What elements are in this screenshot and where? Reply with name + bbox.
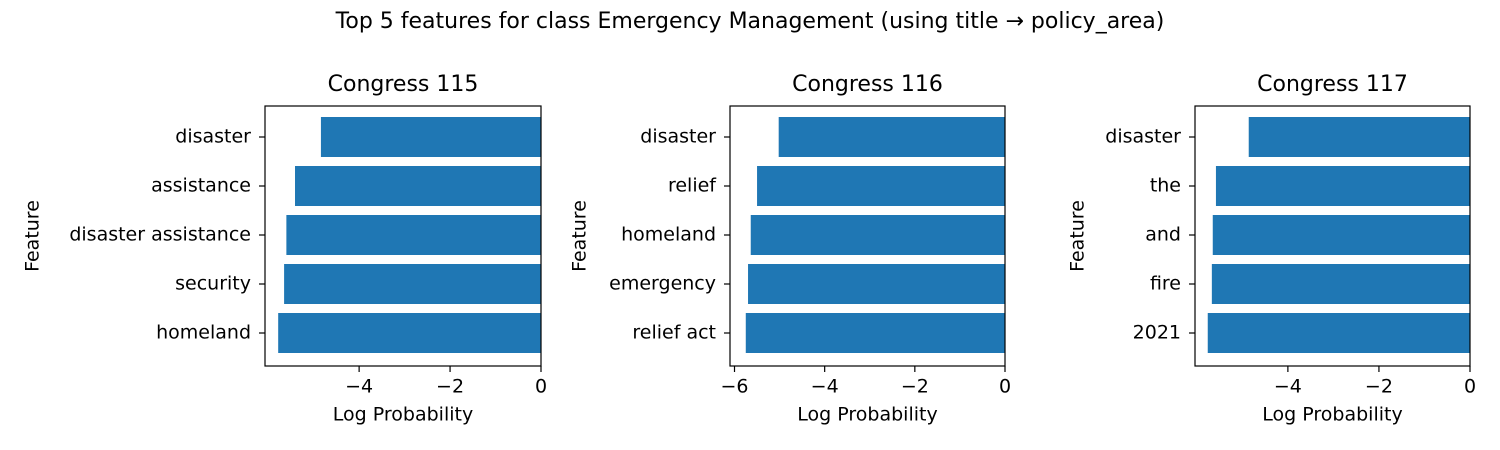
y-tick-label: disaster	[1105, 126, 1181, 148]
y-axis-label: Feature	[569, 200, 591, 272]
bar	[284, 264, 541, 304]
y-tick-label: and	[1145, 224, 1181, 246]
bar	[320, 117, 541, 157]
x-tick-label: 0	[999, 376, 1011, 398]
y-tick-label: disaster assistance	[69, 224, 251, 246]
bar	[1215, 166, 1470, 206]
figure-title: Top 5 features for class Emergency Manag…	[335, 9, 1165, 34]
x-axis-label: Log Probability	[797, 404, 937, 426]
y-axis-label: Feature	[1067, 200, 1089, 272]
axes-frame	[264, 105, 542, 367]
y-tick-label: relief act	[632, 322, 716, 344]
subplot-title: Congress 116	[792, 72, 943, 97]
y-tick-label: fire	[1150, 273, 1181, 295]
bar	[1211, 264, 1470, 304]
y-tick-label: disaster	[175, 126, 251, 148]
subplot-title: Congress 117	[1257, 72, 1408, 97]
x-axis-label: Log Probability	[1262, 404, 1402, 426]
x-tick-label: −2	[436, 376, 464, 398]
bar	[278, 313, 541, 353]
bar	[1212, 215, 1470, 255]
y-axis-label: Feature	[22, 200, 44, 272]
x-tick-label: −2	[1365, 376, 1393, 398]
y-tick-label: emergency	[609, 273, 716, 295]
bar	[750, 215, 1005, 255]
x-tick-label: 0	[535, 376, 547, 398]
bar	[745, 313, 1005, 353]
x-tick-label: 0	[1464, 376, 1476, 398]
y-tick-label: homeland	[156, 322, 251, 344]
bar	[757, 166, 1005, 206]
axes-frame	[729, 105, 1006, 367]
subplot-title: Congress 115	[328, 72, 479, 97]
bar	[295, 166, 541, 206]
y-tick-label: assistance	[151, 175, 251, 197]
x-tick-label: −2	[901, 376, 929, 398]
y-tick-label: homeland	[621, 224, 716, 246]
bar	[778, 117, 1005, 157]
bar	[748, 264, 1005, 304]
x-tick-label: −4	[811, 376, 839, 398]
bar	[1207, 313, 1470, 353]
x-tick-label: −6	[721, 376, 749, 398]
y-tick-label: security	[175, 273, 251, 295]
bar	[1248, 117, 1470, 157]
y-tick-label: 2021	[1133, 322, 1181, 344]
x-axis-label: Log Probability	[333, 404, 473, 426]
axes-frame	[1194, 105, 1471, 367]
y-tick-label: the	[1150, 175, 1181, 197]
x-tick-label: −4	[345, 376, 373, 398]
y-tick-label: disaster	[640, 126, 716, 148]
bar	[286, 215, 541, 255]
x-tick-label: −4	[1274, 376, 1302, 398]
y-tick-label: relief	[668, 175, 717, 197]
